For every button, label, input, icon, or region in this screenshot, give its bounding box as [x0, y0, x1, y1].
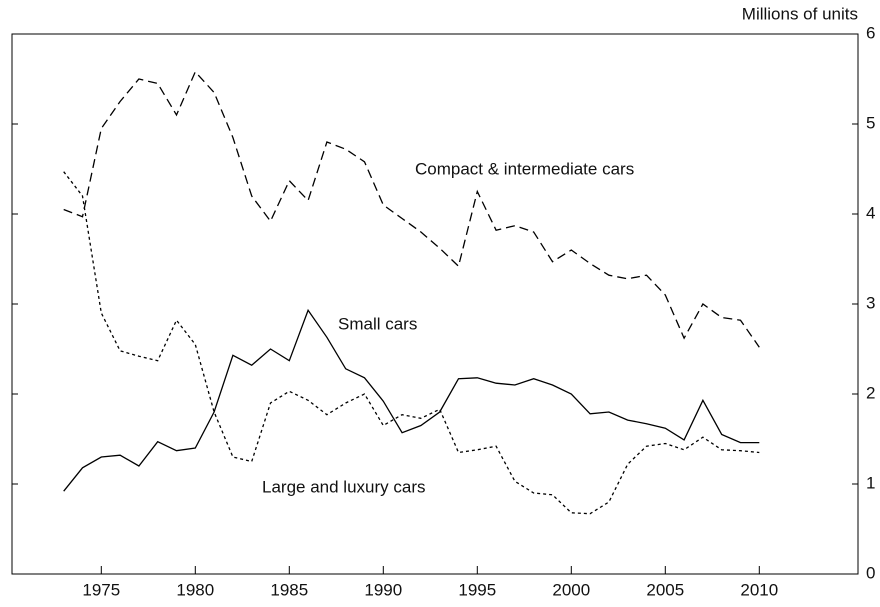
- x-tick-label: 1990: [364, 580, 402, 599]
- series-label: Large and luxury cars: [262, 477, 425, 496]
- y-tick-label: 0: [866, 563, 875, 582]
- x-tick-label: 1995: [458, 580, 496, 599]
- x-tick-label: 2000: [552, 580, 590, 599]
- series-line: [63, 171, 760, 515]
- x-tick-label: 2005: [646, 580, 684, 599]
- y-tick-label: 4: [866, 203, 875, 222]
- series-line: [63, 308, 760, 492]
- y-tick-label: 3: [866, 293, 875, 312]
- y-tick-label: 6: [866, 23, 875, 42]
- y-tick-label: 2: [866, 383, 875, 402]
- y-tick-label: 5: [866, 113, 875, 132]
- series-label: Small cars: [338, 314, 417, 333]
- x-tick-label: 1980: [176, 580, 214, 599]
- y-tick-label: 1: [866, 473, 875, 492]
- x-tick-label: 1985: [270, 580, 308, 599]
- x-tick-label: 2010: [740, 580, 778, 599]
- y-axis-label: Millions of units: [742, 4, 858, 23]
- series-label: Compact & intermediate cars: [415, 159, 634, 178]
- series-line: [63, 70, 760, 348]
- plot-frame: [11, 33, 859, 575]
- x-tick-label: 1975: [82, 580, 120, 599]
